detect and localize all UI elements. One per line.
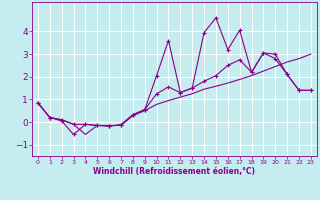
X-axis label: Windchill (Refroidissement éolien,°C): Windchill (Refroidissement éolien,°C) bbox=[93, 167, 255, 176]
